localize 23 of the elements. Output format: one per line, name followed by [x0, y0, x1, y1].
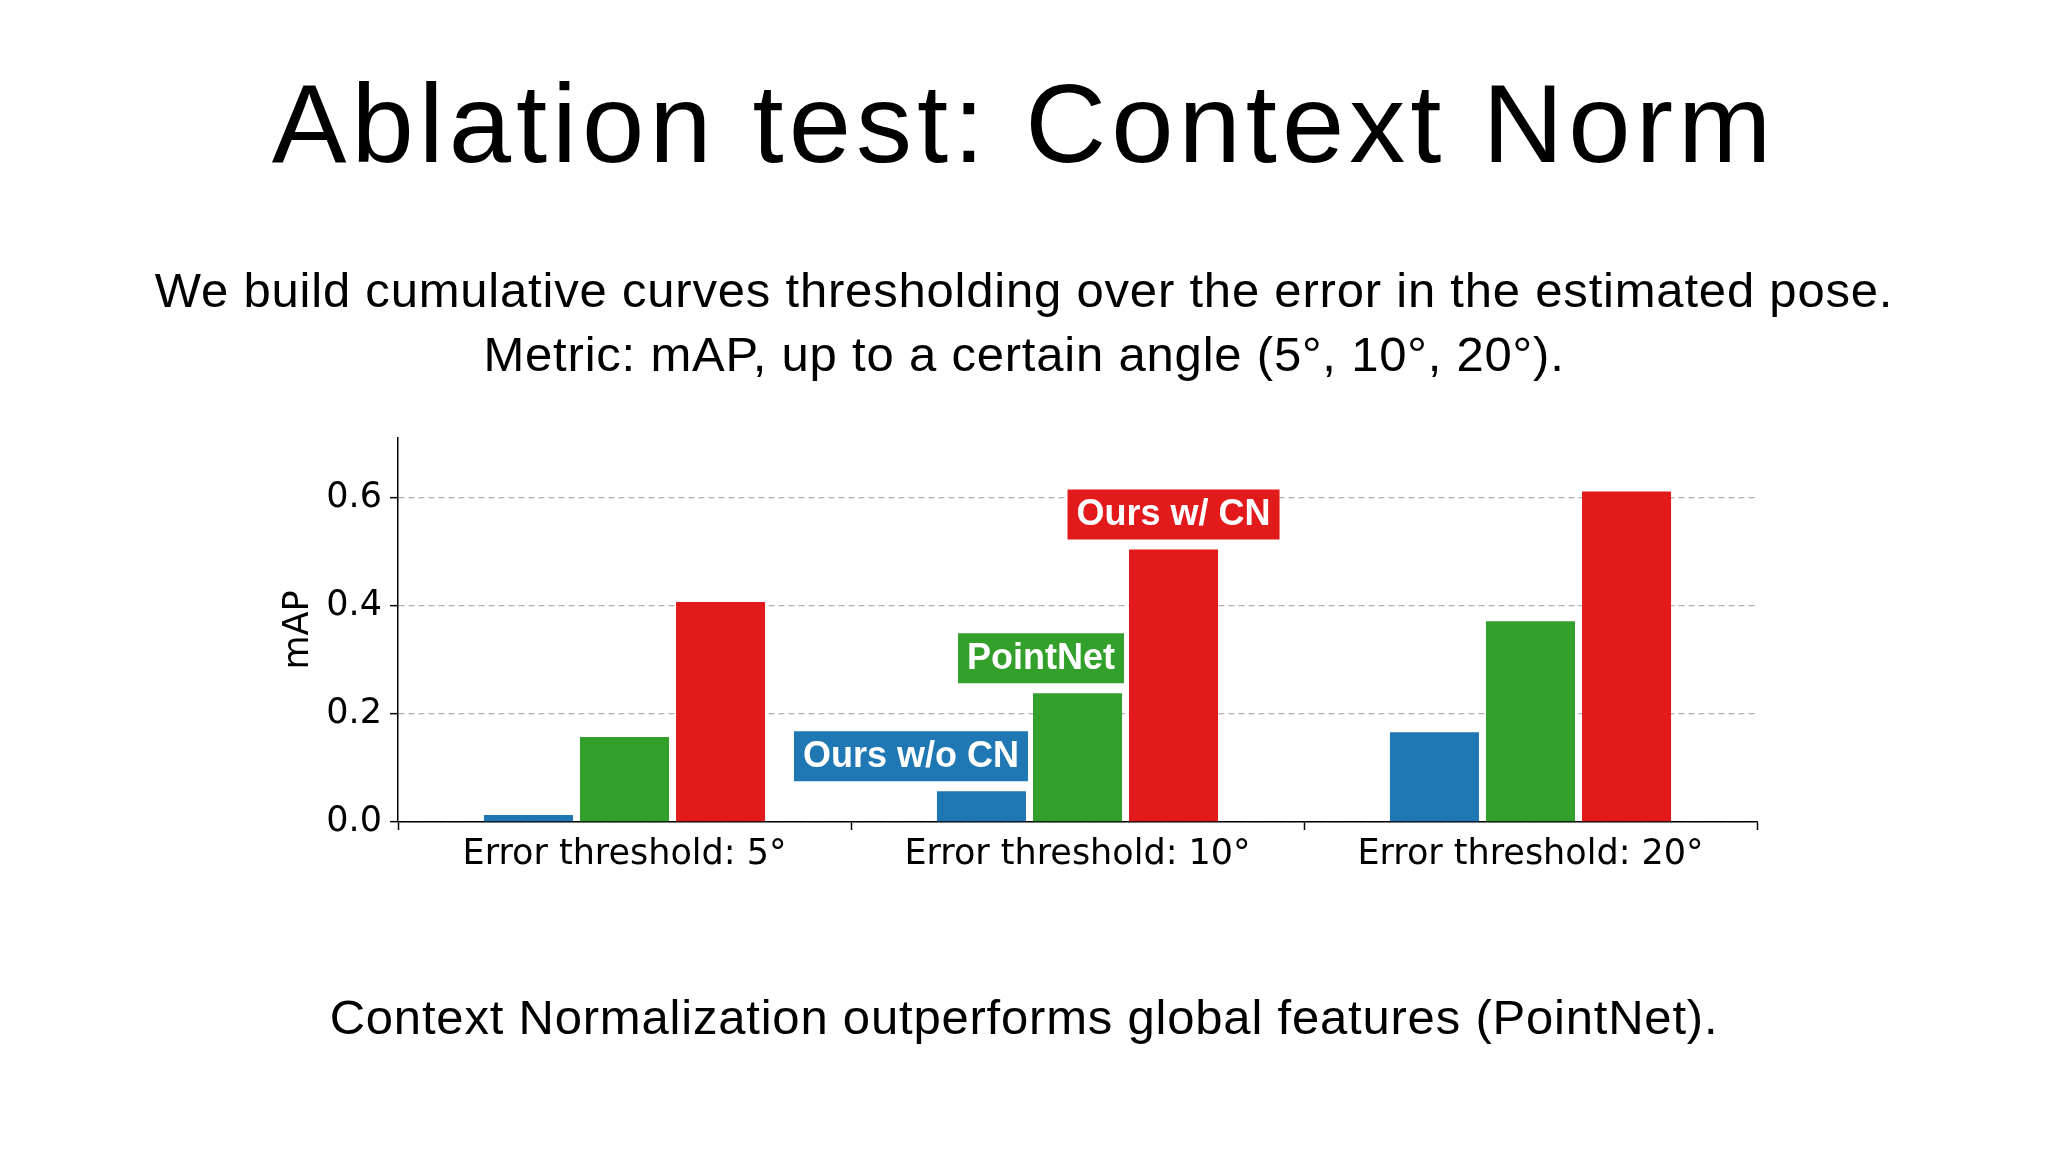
x-tick-label: Error threshold: 20° [1357, 832, 1704, 873]
y-tick-label: 0.6 [326, 474, 382, 515]
bar [1485, 621, 1576, 822]
bar [676, 601, 766, 822]
bar [936, 791, 1026, 822]
chart-subtitle: We build cumulative curves thresholding over the error in the estimated pose. Metric: mAP, up to a certain angle (5°, 10°, 20°). [153, 262, 1895, 383]
bar [579, 737, 670, 822]
chart-title: Ablation test: Context Norm [270, 61, 1778, 186]
bar [483, 814, 573, 822]
series-label: PointNet [967, 636, 1116, 678]
series-label: Ours w/ CN [1076, 492, 1271, 534]
x-tick-label: Error threshold: 5° [462, 832, 787, 873]
text: Context Normalization outperforms global features (PointNet). [328, 989, 1720, 1046]
y-tick-label: 0.4 [326, 582, 382, 623]
bar [1389, 732, 1479, 822]
x-tick-label: Error threshold: 10° [904, 832, 1251, 873]
bar [1129, 549, 1219, 822]
y-tick-label: 0.2 [326, 690, 382, 731]
series-label: Ours w/o CN [802, 734, 1019, 776]
y-tick-label: 0.0 [326, 799, 382, 840]
bar [1032, 693, 1123, 822]
y-axis-title: mAP [276, 590, 317, 670]
bar [1582, 491, 1672, 822]
